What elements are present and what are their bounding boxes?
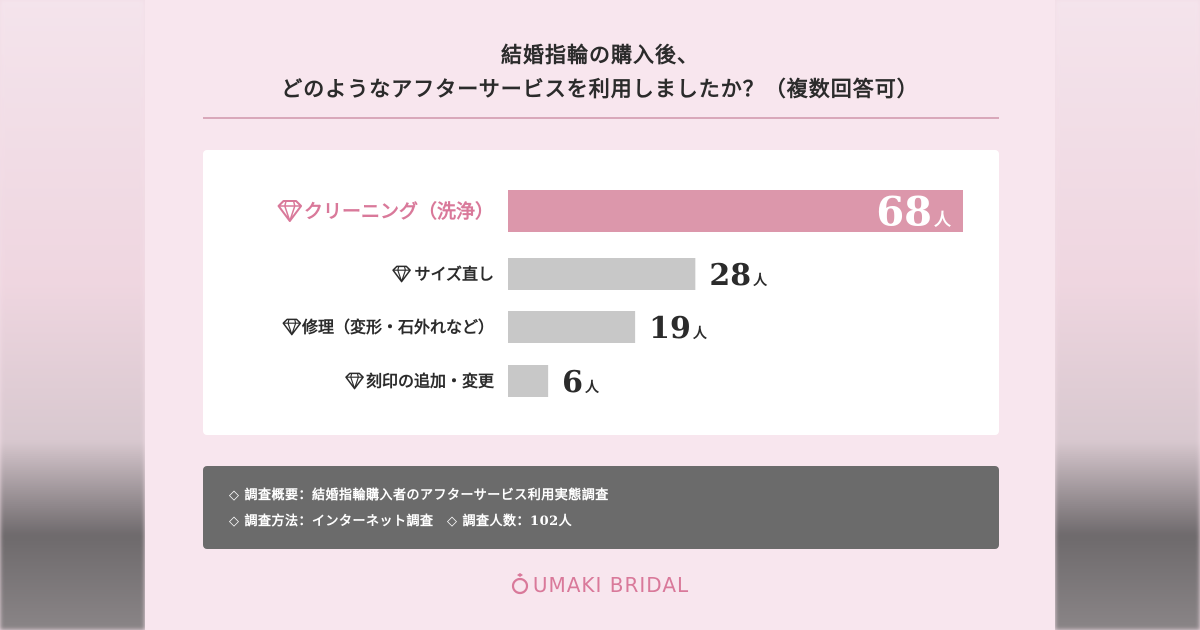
diamond-icon <box>392 265 411 283</box>
chart-title: 結婚指輪の購入後、 どのようなアフターサービスを利用しましたか？（複数回答可） <box>145 38 1055 106</box>
category-label: 修理（変形・石外れなど） <box>301 318 494 337</box>
category-label: 刻印の追加・変更 <box>366 372 495 391</box>
category-label: クリーニング（洗浄） <box>304 200 494 223</box>
background-right <box>1055 0 1200 630</box>
chart-panel: クリーニング（洗浄） 68 人サイズ直し 28 人修理（変形・石外れなど） 19 人刻印の追… <box>203 150 999 435</box>
bar <box>508 258 696 290</box>
diamond-icon <box>282 318 302 336</box>
brand-name: UMAKI BRIDAL <box>532 573 690 597</box>
survey-note: ◇ 調査概要：結婚指輪購入者のアフターサービス利用実態調査 ◇ 調査方法：インタ… <box>203 466 999 549</box>
survey-note-line2: ◇ 調査方法：インターネット調査 ◇ 調査人数：102人 <box>229 514 573 529</box>
ring-icon <box>511 573 528 595</box>
value-label: 19 人 <box>649 311 708 346</box>
background-left <box>0 0 145 630</box>
brand-logo: UMAKI BRIDAL <box>145 573 1055 597</box>
chart-title-line2: どのようなアフターサービスを利用しましたか？（複数回答可） <box>281 76 919 101</box>
survey-note-line1: ◇ 調査概要：結婚指輪購入者のアフターサービス利用実態調査 <box>229 488 609 503</box>
diamond-icon <box>345 372 364 390</box>
bar <box>508 311 636 343</box>
bar <box>508 365 549 397</box>
category-label: サイズ直し <box>414 265 494 284</box>
diamond-icon <box>277 200 303 222</box>
title-divider <box>203 117 999 119</box>
bar-highlight <box>508 190 963 232</box>
chart-title-line1: 結婚指輪の購入後、 <box>501 42 699 67</box>
value-label: 68 人 <box>876 188 952 235</box>
infographic-card: 結婚指輪の購入後、 どのようなアフターサービスを利用しましたか？（複数回答可） … <box>145 0 1055 630</box>
value-label: 28 人 <box>709 258 768 293</box>
